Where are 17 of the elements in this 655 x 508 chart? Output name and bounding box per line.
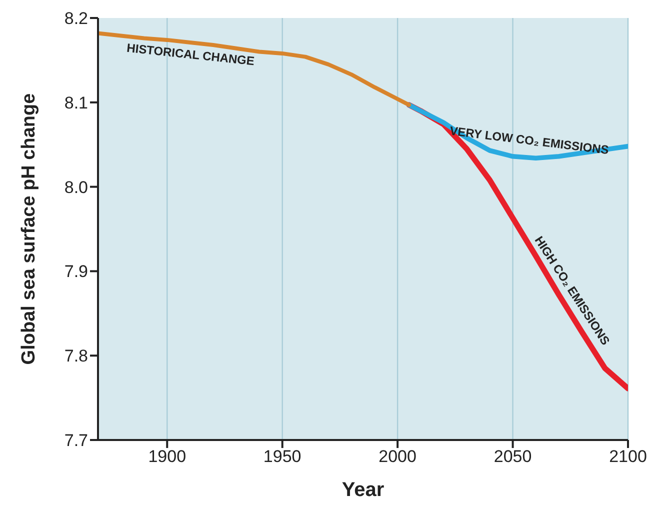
- x-tick-label: 1950: [263, 447, 302, 466]
- y-axis-title: Global sea surface pH change: [18, 93, 40, 365]
- y-tick-label: 8.1: [64, 93, 88, 112]
- text: VERY LOW CO₂ EMISSIONS: [449, 124, 610, 158]
- y-tick-label: 7.8: [64, 346, 88, 366]
- x-tick-label: 2050: [494, 447, 532, 466]
- y-tick-label: 8.2: [64, 9, 88, 28]
- x-tick-label: 2100: [609, 447, 647, 466]
- x-tick-label: 1900: [148, 447, 186, 466]
- y-tick-label: 7.9: [64, 262, 88, 282]
- x-axis-title: Year: [342, 479, 384, 501]
- line-series: [98, 31, 412, 107]
- text: HISTORICAL CHANGE: [126, 40, 256, 68]
- line-series: [406, 102, 628, 161]
- y-tick-label: 8.0: [64, 178, 88, 197]
- y-tick-label: 7.7: [64, 431, 88, 450]
- x-tick-label: 2000: [378, 447, 416, 466]
